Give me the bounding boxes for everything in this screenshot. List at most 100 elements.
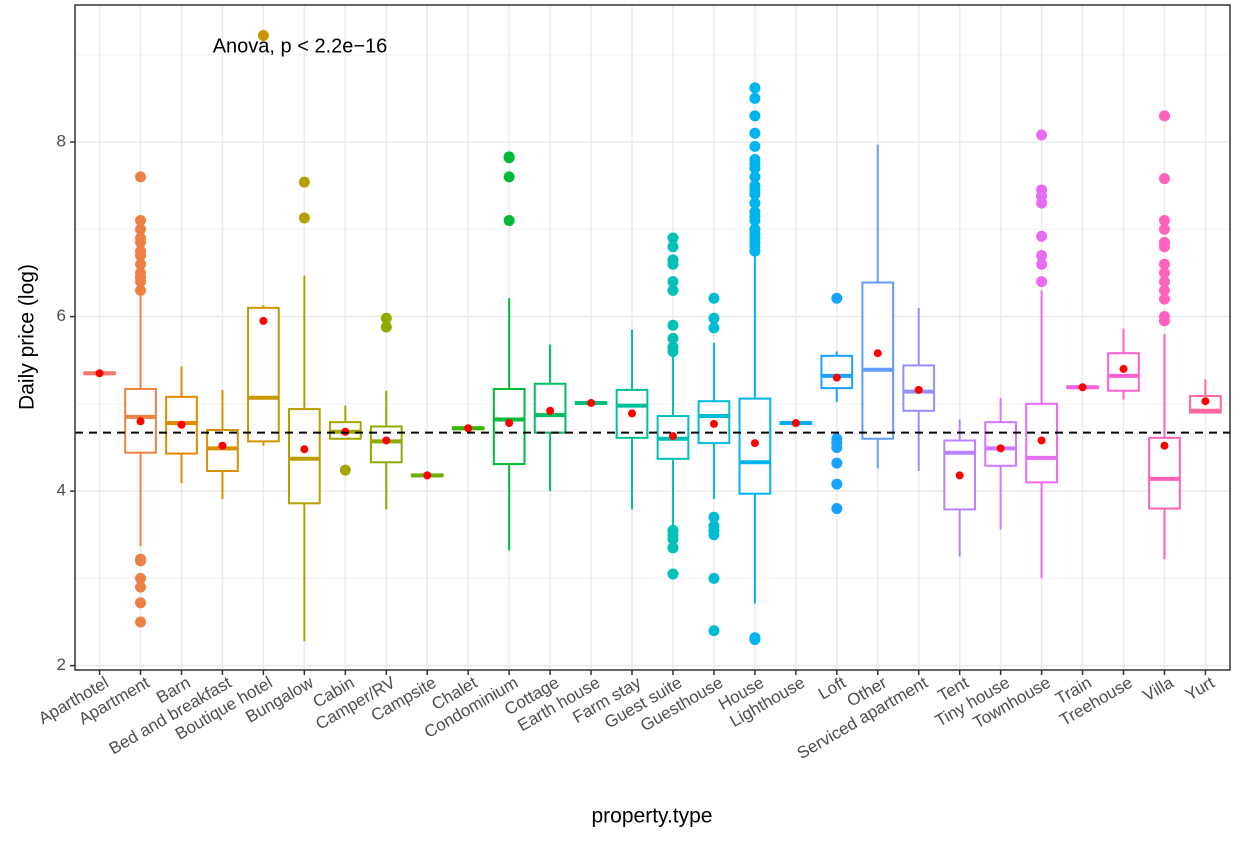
outlier xyxy=(749,197,761,209)
outlier xyxy=(667,319,679,331)
mean xyxy=(423,471,432,480)
mean xyxy=(668,432,677,441)
mean xyxy=(750,439,759,448)
outlier xyxy=(298,176,310,188)
mean xyxy=(95,369,104,378)
box-group xyxy=(410,471,444,480)
box-group xyxy=(492,151,526,551)
y-axis-title: Daily price (log) xyxy=(16,264,39,410)
box-group xyxy=(1066,383,1099,392)
outlier xyxy=(667,276,679,288)
panel-border xyxy=(74,4,1231,671)
outlier xyxy=(135,236,147,248)
box xyxy=(206,429,239,473)
outlier xyxy=(667,258,679,270)
x-axis-title: property.type xyxy=(591,805,712,828)
outlier xyxy=(1158,276,1170,288)
y-tick-label: 4 xyxy=(57,481,66,500)
outlier xyxy=(135,249,147,261)
box-group xyxy=(533,344,567,492)
box-group xyxy=(1107,328,1140,400)
outlier xyxy=(749,215,761,227)
mean xyxy=(791,419,800,428)
outlier xyxy=(831,441,843,453)
mean xyxy=(382,436,391,445)
outlier xyxy=(257,30,269,42)
outlier xyxy=(1036,230,1048,242)
outlier xyxy=(1158,293,1170,305)
outlier xyxy=(831,503,843,515)
mean xyxy=(505,419,514,428)
mean xyxy=(914,385,923,394)
outlier xyxy=(1036,276,1048,288)
mean xyxy=(464,424,473,433)
outlier xyxy=(135,284,147,296)
box-group xyxy=(820,292,854,515)
box-group xyxy=(984,397,1017,530)
outlier xyxy=(339,464,351,476)
outlier xyxy=(831,292,843,304)
outlier xyxy=(708,511,720,523)
outlier xyxy=(1158,315,1170,327)
outlier xyxy=(135,276,147,288)
outlier xyxy=(503,171,515,183)
outlier xyxy=(135,555,147,567)
outlier xyxy=(380,321,392,333)
y-tick-label: 2 xyxy=(57,655,66,674)
box-group xyxy=(861,144,895,469)
outlier xyxy=(1158,215,1170,227)
mean xyxy=(996,444,1005,453)
mean xyxy=(628,409,637,418)
outlier xyxy=(667,232,679,244)
outlier xyxy=(749,127,761,139)
box-group xyxy=(206,389,239,499)
box xyxy=(288,408,321,505)
outlier xyxy=(1036,249,1048,261)
outlier xyxy=(708,572,720,584)
outlier xyxy=(1158,223,1170,235)
outlier xyxy=(135,215,147,227)
box-group xyxy=(83,369,116,378)
mean xyxy=(136,417,145,426)
outlier xyxy=(667,241,679,253)
outlier xyxy=(1036,258,1048,270)
outlier xyxy=(708,292,720,304)
box-group xyxy=(656,232,690,580)
mean xyxy=(300,445,309,454)
outlier xyxy=(749,633,761,645)
mean xyxy=(177,420,186,429)
outlier xyxy=(667,568,679,580)
outlier xyxy=(503,215,515,227)
outlier xyxy=(135,581,147,593)
box-group xyxy=(1025,129,1058,579)
box xyxy=(820,354,854,390)
mean xyxy=(1119,364,1128,373)
outlier xyxy=(135,597,147,609)
box xyxy=(492,387,526,466)
y-tick-label: 6 xyxy=(57,306,66,325)
mean xyxy=(1078,383,1087,392)
box-group xyxy=(247,30,280,446)
outlier xyxy=(831,478,843,490)
mean xyxy=(1160,441,1169,450)
annotation: Anova, p < 2.2e−16 xyxy=(213,35,388,57)
box-group xyxy=(1189,379,1222,414)
box-group xyxy=(124,171,157,628)
outlier xyxy=(135,223,147,235)
outlier xyxy=(135,258,147,270)
outlier xyxy=(749,82,761,94)
box-group xyxy=(902,307,936,472)
outlier xyxy=(749,171,761,183)
box-group xyxy=(615,329,649,510)
box xyxy=(984,421,1017,467)
outlier xyxy=(708,312,720,324)
outlier xyxy=(749,92,761,104)
outlier xyxy=(749,140,761,152)
outlier xyxy=(708,322,720,334)
outlier xyxy=(831,457,843,469)
mean xyxy=(709,419,718,428)
outlier xyxy=(1036,129,1048,141)
outlier xyxy=(667,542,679,554)
outlier xyxy=(708,625,720,637)
